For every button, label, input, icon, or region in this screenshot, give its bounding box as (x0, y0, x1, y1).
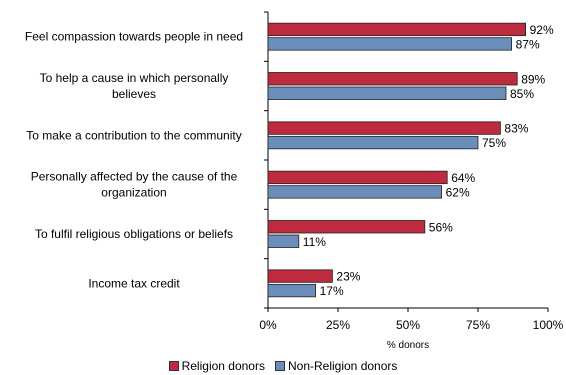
legend-label-religion: Religion donors (181, 359, 265, 373)
data-label: 23% (336, 270, 360, 284)
x-tick-label: 75% (466, 318, 490, 332)
category-label-line: To make a contribution to the community (26, 128, 241, 142)
data-label: 56% (429, 220, 453, 234)
category-label-line: Personally affected by the cause of the (31, 170, 238, 184)
x-axis-title: % donors (387, 340, 429, 351)
bar-non-religion (267, 234, 300, 248)
bar-religion (267, 220, 426, 234)
bar-religion (267, 170, 448, 185)
category-label-line: Feel compassion towards people in need (25, 30, 243, 44)
bar-non-religion (267, 135, 479, 150)
legend-item-non-religion: Non-Religion donors (274, 359, 398, 373)
category-label-line: To fulfil religious obligations or belie… (35, 227, 233, 241)
x-tick-label: 50% (396, 318, 420, 332)
category-label: Feel compassion towards people in need (25, 30, 243, 44)
bar-religion (267, 22, 527, 37)
bar-non-religion (267, 37, 513, 51)
legend-swatch-religion (168, 361, 179, 371)
category-label-line: Income tax credit (88, 276, 180, 290)
data-label: 85% (510, 87, 534, 101)
data-label: 75% (482, 136, 506, 150)
category-label: To help a cause in which personally belie… (40, 71, 229, 101)
legend-label-non-religion: Non-Religion donors (287, 359, 398, 373)
data-label: 62% (446, 185, 470, 199)
bar-religion (267, 72, 518, 86)
bar-non-religion (267, 283, 316, 298)
data-label: 89% (521, 72, 545, 86)
bar-non-religion (267, 86, 507, 100)
category-label-line: organization (101, 186, 166, 200)
category-label: Personally affected by the cause of the o… (31, 170, 238, 200)
x-tick-label: 0% (259, 318, 277, 332)
category-label: To make a contribution to the community (26, 128, 241, 142)
x-tick-label: 100% (533, 318, 564, 332)
data-label: 64% (451, 171, 475, 185)
data-label: 11% (303, 235, 326, 249)
category-label: Income tax credit (88, 276, 180, 290)
legend: Religion donors Non-Religion donors (0, 358, 566, 374)
data-label: 17% (320, 284, 344, 298)
data-label: 87% (516, 37, 540, 51)
legend-item-religion: Religion donors (168, 359, 265, 373)
data-label: 83% (504, 122, 528, 136)
category-label-line: believes (112, 87, 156, 101)
data-label: 92% (530, 23, 554, 37)
category-label-line: To help a cause in which personally (40, 71, 229, 85)
bar-non-religion (267, 185, 443, 199)
category-label: To fulfil religious obligations or belie… (35, 227, 233, 241)
bar-religion (267, 121, 501, 135)
legend-swatch-non-religion (274, 361, 285, 371)
bar-religion (267, 269, 333, 283)
x-tick-label: 25% (326, 318, 350, 332)
